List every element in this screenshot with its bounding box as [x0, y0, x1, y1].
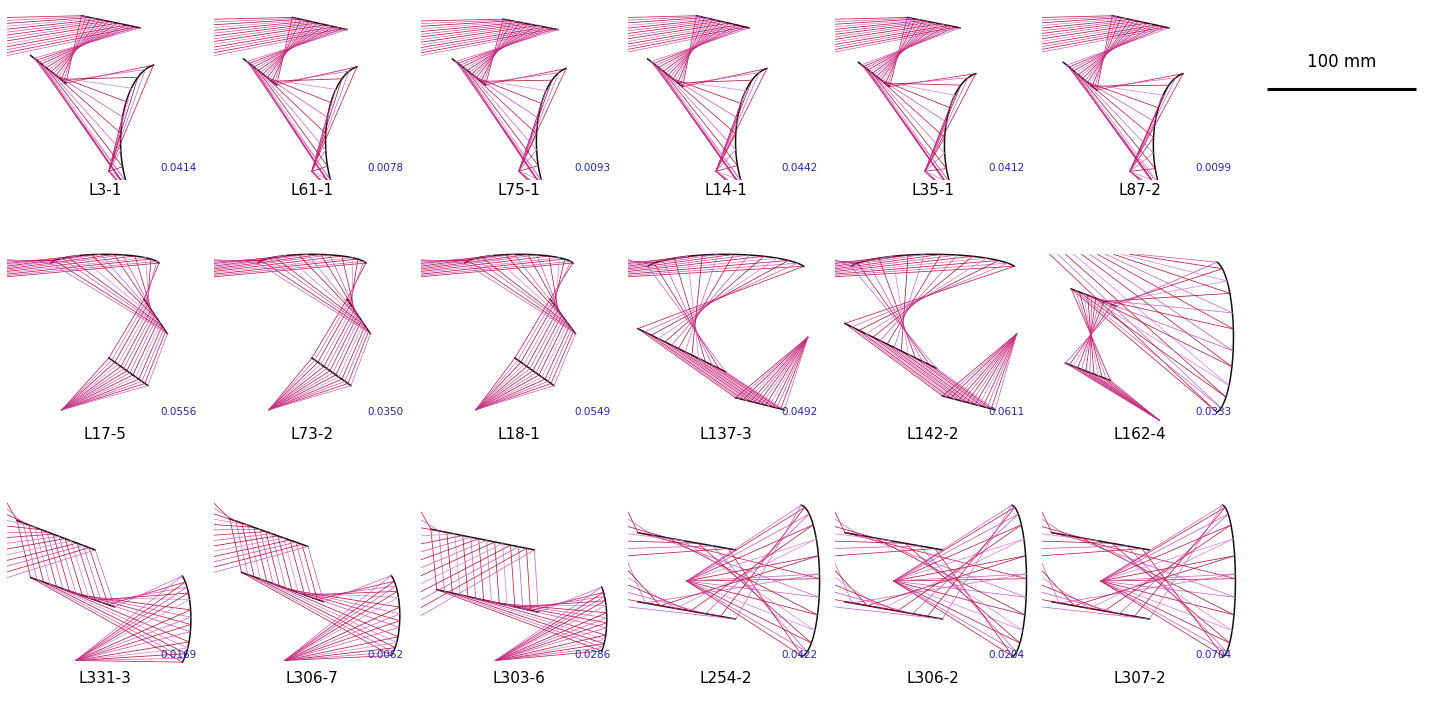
Text: 0.0078: 0.0078	[367, 163, 403, 173]
Text: 0.0556: 0.0556	[160, 407, 197, 417]
Text: L307-2: L307-2	[1113, 671, 1166, 686]
Text: 0.0414: 0.0414	[160, 163, 197, 173]
Text: L14-1: L14-1	[704, 183, 747, 198]
Text: 0.0286: 0.0286	[575, 650, 611, 660]
Text: L35-1: L35-1	[912, 183, 955, 198]
Text: L254-2: L254-2	[700, 671, 752, 686]
Text: L18-1: L18-1	[497, 427, 540, 442]
Text: L306-2: L306-2	[906, 671, 959, 686]
Text: L142-2: L142-2	[906, 427, 959, 442]
Text: 0.0169: 0.0169	[160, 650, 197, 660]
Text: 0.0492: 0.0492	[782, 407, 818, 417]
Text: 0.0422: 0.0422	[782, 650, 818, 660]
Text: 0.0062: 0.0062	[367, 650, 403, 660]
Text: 100 mm: 100 mm	[1308, 53, 1377, 71]
Text: L331-3: L331-3	[78, 671, 131, 686]
Text: 0.0611: 0.0611	[988, 407, 1025, 417]
Text: 0.0204: 0.0204	[988, 650, 1025, 660]
Text: 0.0704: 0.0704	[1195, 650, 1231, 660]
Text: L61-1: L61-1	[291, 183, 334, 198]
Text: L137-3: L137-3	[700, 427, 752, 442]
Text: 0.0442: 0.0442	[782, 163, 818, 173]
Text: 0.0549: 0.0549	[575, 407, 611, 417]
Text: L306-7: L306-7	[285, 671, 338, 686]
Text: L17-5: L17-5	[84, 427, 127, 442]
Text: 0.0093: 0.0093	[575, 163, 611, 173]
Text: L3-1: L3-1	[88, 183, 121, 198]
Text: 0.0333: 0.0333	[1195, 407, 1231, 417]
Text: L162-4: L162-4	[1113, 427, 1166, 442]
Text: 0.0412: 0.0412	[988, 163, 1025, 173]
Text: L303-6: L303-6	[492, 671, 546, 686]
Text: L87-2: L87-2	[1119, 183, 1161, 198]
Text: 0.0350: 0.0350	[367, 407, 403, 417]
Text: L75-1: L75-1	[497, 183, 540, 198]
Text: 0.0099: 0.0099	[1195, 163, 1231, 173]
Text: L73-2: L73-2	[291, 427, 334, 442]
